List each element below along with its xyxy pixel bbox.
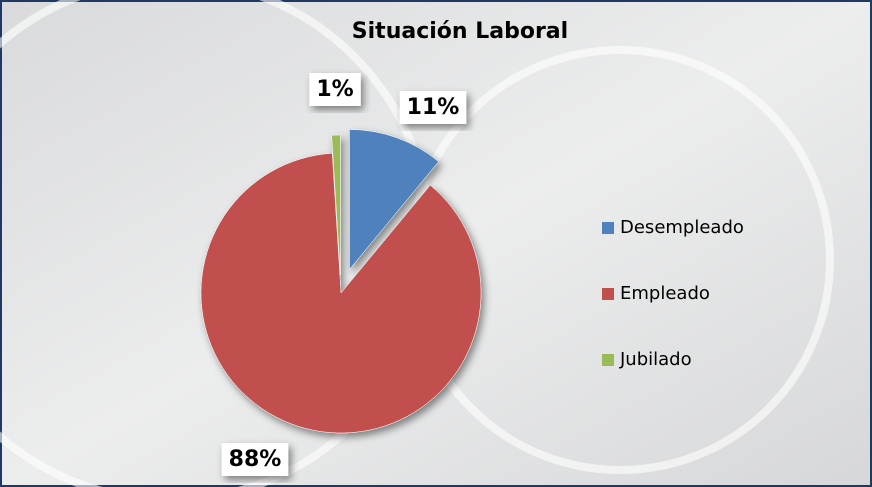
data-label-box bbox=[221, 443, 289, 476]
legend-label: Jubilado bbox=[619, 349, 692, 370]
pie-slice bbox=[331, 134, 341, 276]
data-label: 11% bbox=[407, 95, 460, 120]
legend-label: Desempleado bbox=[620, 217, 744, 238]
legend-swatch bbox=[602, 354, 614, 366]
pie-slice bbox=[200, 153, 482, 434]
legend-swatch bbox=[602, 288, 614, 300]
pie-slice bbox=[349, 129, 440, 271]
data-label: 88% bbox=[229, 447, 282, 472]
legend-swatch bbox=[602, 222, 614, 234]
chart-title: Situación Laboral bbox=[352, 19, 568, 44]
data-label-box bbox=[309, 73, 361, 106]
legend-label: Empleado bbox=[620, 283, 710, 304]
pie bbox=[200, 129, 482, 434]
data-label: 1% bbox=[316, 77, 353, 102]
data-label-box bbox=[399, 91, 467, 124]
